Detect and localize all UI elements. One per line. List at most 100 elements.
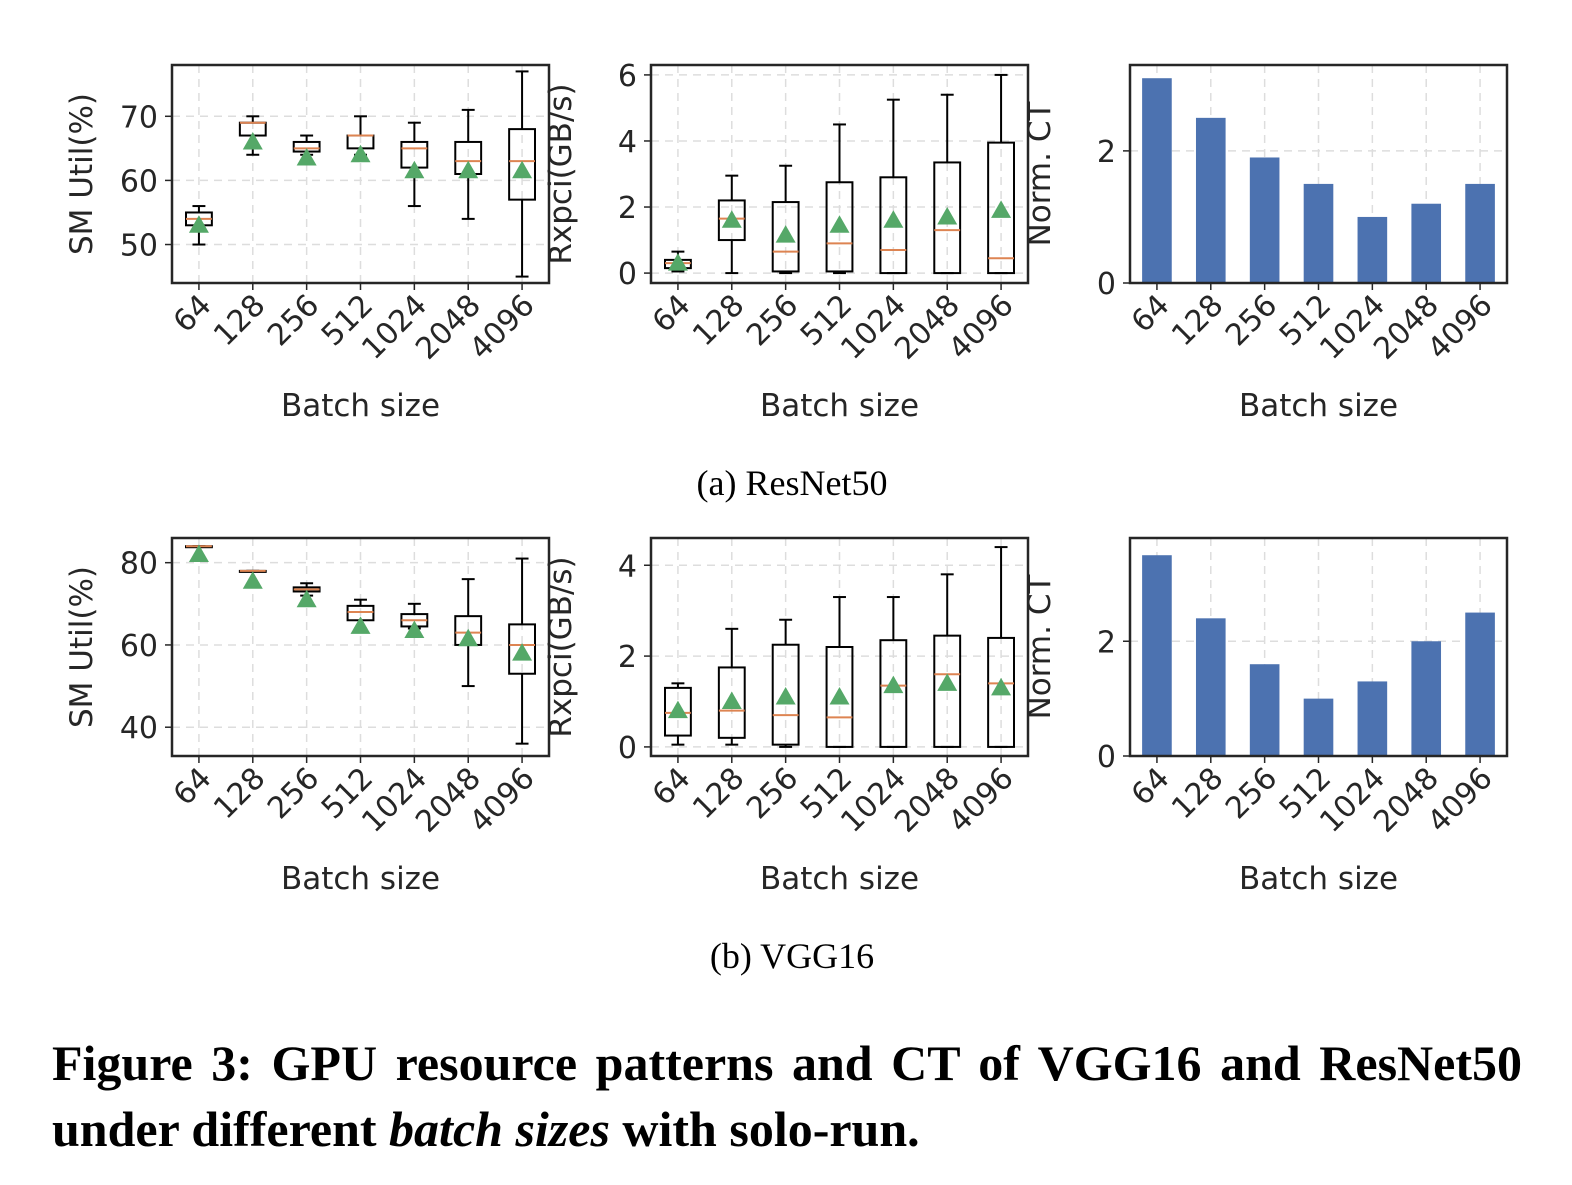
mean-marker xyxy=(296,589,317,608)
mean-marker xyxy=(937,206,958,225)
axes-frame xyxy=(170,63,551,285)
bar xyxy=(1142,555,1172,756)
iqr-box xyxy=(825,181,854,273)
x-tick-label: 256 xyxy=(1219,761,1284,826)
box-plot xyxy=(664,682,692,746)
iqr-box xyxy=(933,161,962,275)
y-tick-label: 70 xyxy=(120,100,158,135)
iqr-box xyxy=(508,128,536,201)
subcaption-b: (b) VGG16 xyxy=(710,936,874,976)
caption-text-italic: batch sizes xyxy=(389,1101,610,1157)
bar xyxy=(1465,612,1495,756)
box-plot xyxy=(987,546,1015,748)
box-plot xyxy=(771,618,800,748)
mean-marker xyxy=(458,628,479,647)
box-plot xyxy=(346,115,375,163)
box-plot xyxy=(400,121,429,208)
iqr-box xyxy=(771,643,800,746)
bar xyxy=(1411,641,1442,756)
y-tick-label: 0 xyxy=(618,257,637,292)
y-axis-label: Rxpci(GB/s) xyxy=(543,83,579,264)
mean-marker xyxy=(242,571,263,589)
mean-marker xyxy=(721,210,742,228)
x-axis-label: Batch size xyxy=(760,388,919,424)
y-axis-label: Norm. CT xyxy=(1022,574,1058,720)
x-tick-label: 256 xyxy=(261,761,326,826)
mean-marker xyxy=(188,215,209,233)
y-tick-label: 0 xyxy=(1097,267,1116,302)
mean-marker xyxy=(667,253,688,271)
y-tick-label: 2 xyxy=(1097,135,1116,170)
box-plot xyxy=(771,164,800,275)
y-tick-label: 2 xyxy=(618,640,637,675)
y-axis-label: SM Util(%) xyxy=(64,566,100,728)
y-tick-label: 2 xyxy=(1097,625,1116,660)
iqr-box xyxy=(933,634,962,748)
box-plot xyxy=(238,569,267,589)
x-tick-label: 128 xyxy=(1165,761,1230,826)
iqr-box xyxy=(508,623,536,675)
box-plot xyxy=(292,582,321,608)
x-axis-label: Batch size xyxy=(281,861,440,897)
bar xyxy=(1465,183,1495,283)
subcaption-a: (a) ResNet50 xyxy=(697,463,888,503)
axes-frame xyxy=(1128,536,1509,758)
iqr-box xyxy=(717,199,746,242)
mean-marker xyxy=(883,210,904,228)
bar xyxy=(1357,216,1388,283)
x-tick-label: 256 xyxy=(261,288,326,353)
iqr-box xyxy=(717,666,746,739)
mean-marker xyxy=(188,544,209,562)
bar xyxy=(1303,183,1334,283)
box-plot xyxy=(400,602,429,639)
mean-marker xyxy=(721,691,742,709)
box-plot xyxy=(825,123,854,275)
mean-marker xyxy=(350,616,371,634)
mean-marker xyxy=(937,673,958,691)
y-tick-label: 4 xyxy=(618,125,637,160)
y-tick-label: 60 xyxy=(120,164,158,199)
y-tick-label: 0 xyxy=(1097,740,1116,775)
x-tick-label: 128 xyxy=(207,288,272,353)
mean-marker xyxy=(512,643,533,661)
mean-marker xyxy=(883,675,904,694)
y-axis-label: SM Util(%) xyxy=(64,93,100,255)
box-plot xyxy=(454,578,483,688)
x-tick-label: 256 xyxy=(740,761,805,826)
x-tick-label: 256 xyxy=(740,288,805,353)
axes-frame xyxy=(170,536,551,758)
iqr-box xyxy=(825,646,854,748)
y-tick-label: 40 xyxy=(120,711,158,746)
bar xyxy=(1357,681,1388,756)
axes-frame xyxy=(649,63,1030,285)
box-plot xyxy=(825,596,854,748)
box-plot xyxy=(185,544,213,562)
x-axis-label: Batch size xyxy=(281,388,440,424)
axes-frame xyxy=(649,536,1030,758)
box-plot xyxy=(879,98,908,275)
bar xyxy=(1303,698,1334,756)
mean-marker xyxy=(458,160,479,179)
y-tick-label: 2 xyxy=(618,191,637,226)
mean-marker xyxy=(512,160,533,179)
mean-marker xyxy=(404,620,425,639)
bar xyxy=(1142,78,1172,283)
mean-marker xyxy=(775,225,796,243)
y-tick-label: 80 xyxy=(120,547,158,582)
box-plot xyxy=(717,627,746,746)
mean-marker xyxy=(991,677,1012,696)
mean-marker xyxy=(242,131,263,150)
iqr-box xyxy=(664,686,692,737)
mean-marker xyxy=(350,144,371,163)
iqr-box xyxy=(879,639,908,748)
bar xyxy=(1195,618,1226,756)
caption-text-end: with solo-run. xyxy=(609,1101,920,1157)
mean-marker xyxy=(829,215,850,233)
bar xyxy=(1249,157,1280,283)
mean-marker xyxy=(404,160,425,179)
y-tick-label: 4 xyxy=(618,549,637,584)
mean-marker xyxy=(667,700,688,719)
